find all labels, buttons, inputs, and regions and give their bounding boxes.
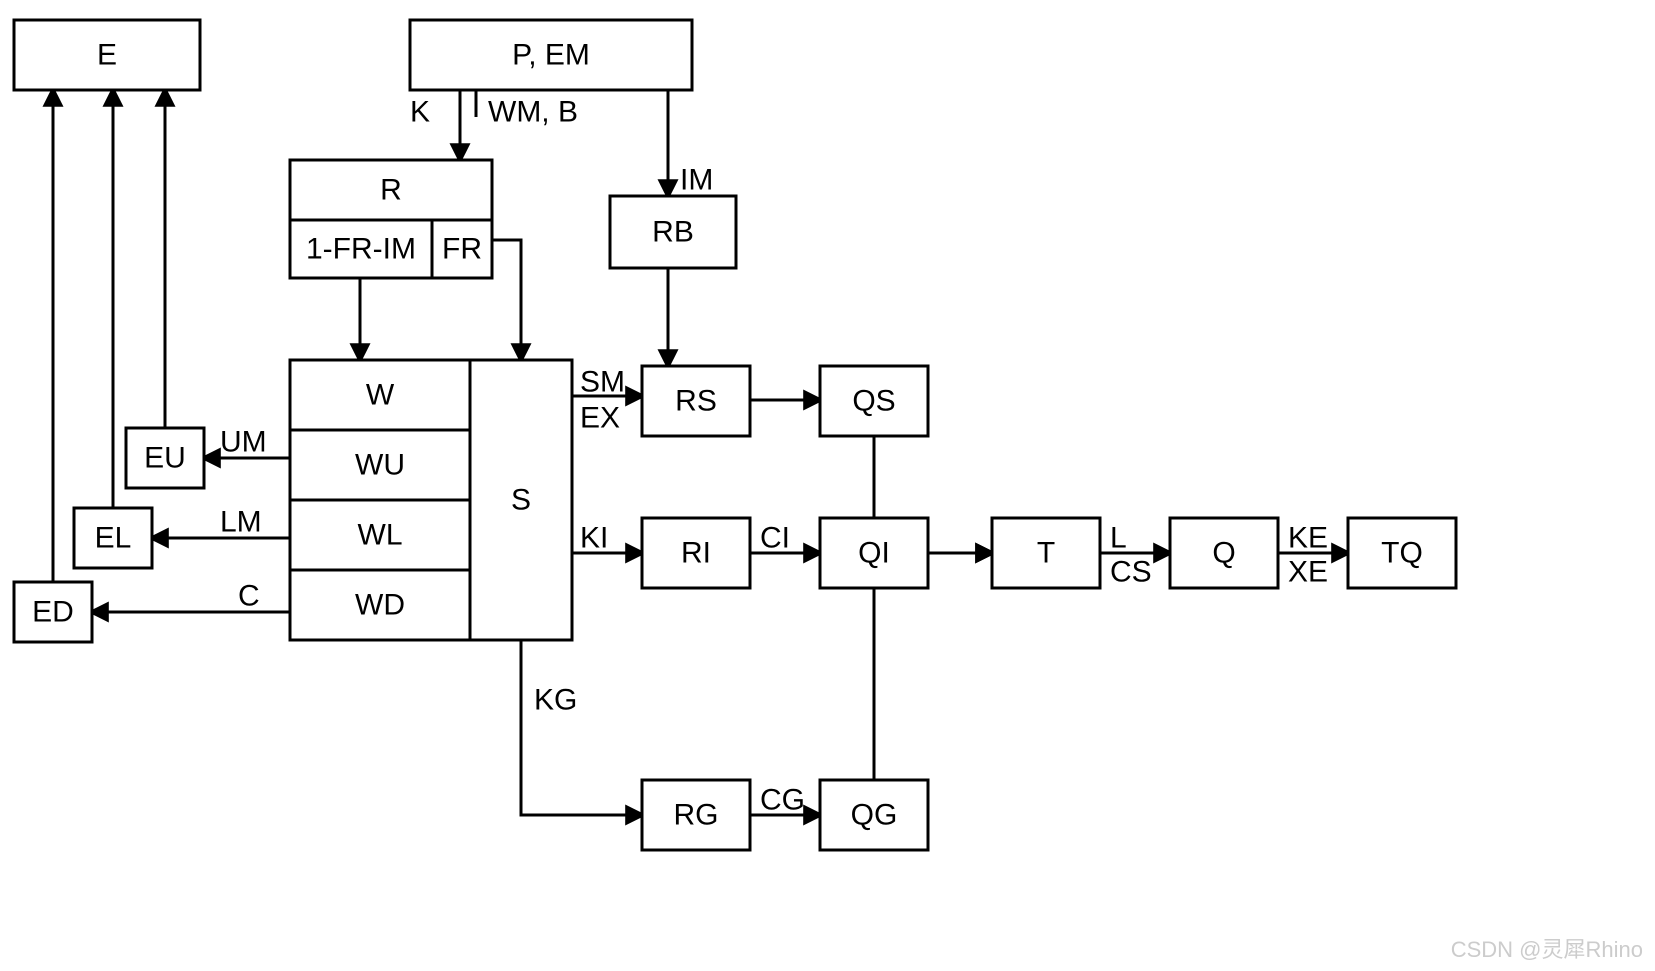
edge-label: C <box>238 580 260 613</box>
node-label-wl: WL <box>358 519 403 552</box>
node-label-r2: FR <box>442 233 482 266</box>
edge-label: CS <box>1110 556 1152 589</box>
edge-label: UM <box>220 426 267 459</box>
edge-label: KG <box>534 684 577 717</box>
edge-label: KE <box>1288 522 1328 555</box>
edge <box>521 640 642 815</box>
node-label-el: EL <box>95 522 132 555</box>
node-label-qs: QS <box>852 385 895 418</box>
node-label-w: W <box>366 379 395 412</box>
node-label-eu: EU <box>144 442 186 475</box>
node-label-rs: RS <box>675 385 717 418</box>
node-label-r1: 1-FR-IM <box>306 233 416 266</box>
edge-label: CG <box>760 784 805 817</box>
node-label-ri: RI <box>681 537 711 570</box>
node-label-t: T <box>1037 537 1055 570</box>
node-label-wu: WU <box>355 449 405 482</box>
node-label-q: Q <box>1212 537 1235 570</box>
node-label-wd: WD <box>355 589 405 622</box>
edge-label: XE <box>1288 556 1328 589</box>
edge-label: KI <box>580 522 608 555</box>
edge-label: CI <box>760 522 790 555</box>
edge-label: IM <box>680 164 713 197</box>
node-label-rb: RB <box>652 216 694 249</box>
flow-diagram: EP, EMR1-FR-IMFRRBWWUWLWDSEUELEDRSQSRIQI… <box>0 0 1655 971</box>
node-label-qi: QI <box>858 537 890 570</box>
node-label-tq: TQ <box>1381 537 1423 570</box>
edge-label: EX <box>580 402 620 435</box>
node-label-qg: QG <box>851 799 898 832</box>
node-label-rg: RG <box>674 799 719 832</box>
edge-label: SM <box>580 366 625 399</box>
edge <box>492 240 521 360</box>
edge-label: K <box>410 96 430 129</box>
edge-label: WM, B <box>488 96 578 129</box>
node-label-e: E <box>97 39 117 72</box>
node-label-r: R <box>380 174 402 207</box>
watermark: CSDN @灵犀Rhino <box>1451 937 1643 962</box>
edge-label: L <box>1110 522 1127 555</box>
edge-label: LM <box>220 506 262 539</box>
node-label-ed: ED <box>32 596 74 629</box>
node-label-pem: P, EM <box>512 39 590 72</box>
node-label-s: S <box>511 484 531 517</box>
